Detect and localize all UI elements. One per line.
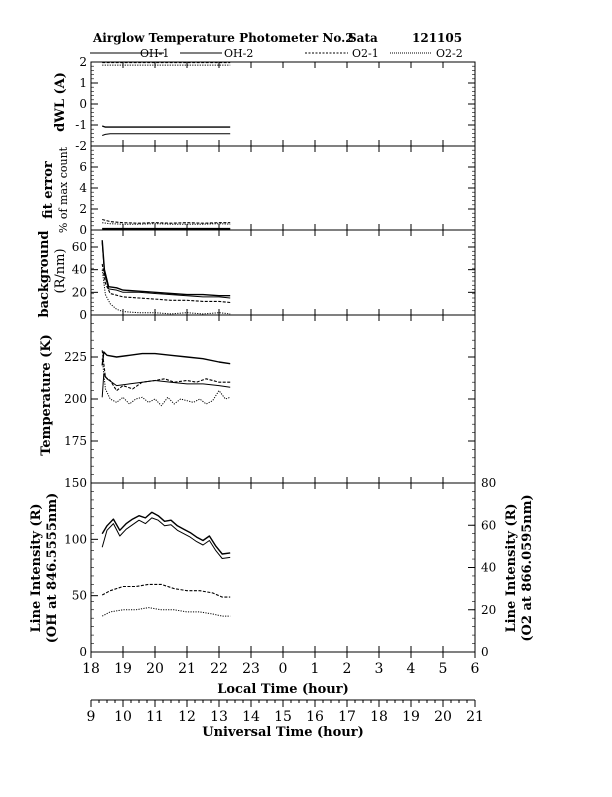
ytick-label-temperature: 175 bbox=[64, 434, 87, 448]
ytick-label-intensity: 0 bbox=[79, 645, 87, 659]
ylabel-background-2: (R/nm) bbox=[53, 248, 68, 293]
series-line-dwl-oh2 bbox=[102, 133, 231, 136]
panel-frame-intensity bbox=[90, 482, 476, 653]
series-line-intensity-o21 bbox=[101, 583, 231, 598]
panel-frame-background bbox=[90, 229, 476, 316]
series-line-intensity-oh1 bbox=[101, 511, 231, 555]
xtick-label-local-time: 20 bbox=[146, 661, 164, 677]
series-line-background-o21 bbox=[101, 263, 231, 304]
legend-label-o21: O2-1 bbox=[352, 47, 379, 60]
panel-frame-fit_error bbox=[90, 145, 476, 231]
xtick-label-local-time: 23 bbox=[242, 661, 260, 677]
ylabel-intensity-left-2: (OH at 846.5555nm) bbox=[45, 493, 60, 643]
xtick-label-universal-time: 17 bbox=[338, 709, 356, 725]
ylabel-intensity-right-2: (O2 at 866.0595nm) bbox=[520, 494, 535, 641]
series-line-background-o22 bbox=[101, 269, 231, 315]
ylabel-fit-error-1: fit error bbox=[41, 161, 56, 219]
series-line-background-oh2 bbox=[101, 242, 231, 299]
ytick-label-right-intensity: 20 bbox=[481, 603, 496, 617]
xtick-label-local-time: 1 bbox=[311, 661, 320, 677]
ytick-label-intensity: 100 bbox=[64, 532, 87, 546]
xlabel-local-time: Local Time (hour) bbox=[217, 682, 349, 697]
ytick-label-dwl: -2 bbox=[75, 139, 87, 153]
series-line-temperature-o22 bbox=[101, 358, 231, 407]
xtick-label-local-time: 3 bbox=[375, 661, 384, 677]
ylabel-intensity-left-1: Line Intensity (R) bbox=[29, 503, 44, 632]
ylabel-dwl: dWL (A) bbox=[53, 72, 68, 132]
series-line-temperature-oh1 bbox=[101, 351, 231, 366]
ytick-label-right-intensity: 60 bbox=[481, 518, 496, 532]
ytick-label-intensity: 150 bbox=[64, 476, 87, 490]
ylabel-temperature: Temperature (K) bbox=[39, 334, 54, 456]
series-line-temperature-oh2 bbox=[101, 373, 231, 398]
plot-layer: 210-1-2642060402002252001751501005008060… bbox=[64, 55, 496, 725]
ytick-label-background: 20 bbox=[72, 285, 87, 299]
series-line-fit_error-o22 bbox=[102, 222, 231, 225]
ytick-label-background: 40 bbox=[72, 263, 87, 277]
ytick-label-right-intensity: 80 bbox=[481, 476, 496, 490]
series-line-temperature-o21 bbox=[101, 350, 231, 392]
series-line-background-oh1 bbox=[101, 240, 231, 297]
series-line-dwl-oh1 bbox=[101, 125, 231, 128]
ytick-label-fit_error: 4 bbox=[79, 181, 87, 195]
xtick-label-local-time: 4 bbox=[407, 661, 416, 677]
xtick-label-universal-time: 18 bbox=[370, 709, 388, 725]
series-line-intensity-oh2 bbox=[101, 517, 231, 559]
ytick-label-dwl: 2 bbox=[79, 55, 87, 69]
ytick-label-background: 60 bbox=[72, 240, 87, 254]
chart-title: Airglow Temperature Photometer No.2 bbox=[92, 31, 354, 45]
ylabel-background-1: background bbox=[37, 230, 52, 317]
series-line-intensity-o22 bbox=[101, 607, 231, 617]
ytick-label-dwl: 1 bbox=[79, 76, 87, 90]
ytick-label-right-intensity: 0 bbox=[481, 645, 489, 659]
legend-label-o22: O2-2 bbox=[436, 47, 463, 60]
ytick-label-dwl: 0 bbox=[79, 97, 87, 111]
xtick-label-local-time: 0 bbox=[279, 661, 288, 677]
ytick-label-background: 0 bbox=[79, 308, 87, 322]
ytick-label-fit_error: 2 bbox=[79, 202, 87, 216]
ytick-label-right-intensity: 40 bbox=[481, 561, 496, 575]
legend-oh2: OH-2 bbox=[180, 47, 253, 60]
xtick-label-universal-time: 20 bbox=[434, 709, 452, 725]
xtick-label-universal-time: 16 bbox=[306, 709, 324, 725]
xtick-label-universal-time: 19 bbox=[402, 709, 420, 725]
panel-frame-temperature bbox=[90, 314, 476, 484]
legend-oh1: OH-1 bbox=[90, 47, 169, 60]
xtick-label-local-time: 21 bbox=[178, 661, 196, 677]
xtick-label-universal-time: 21 bbox=[466, 709, 484, 725]
xtick-label-local-time: 19 bbox=[114, 661, 132, 677]
legend-label-oh1: OH-1 bbox=[140, 47, 169, 60]
xtick-label-universal-time: 11 bbox=[146, 709, 164, 725]
xtick-label-universal-time: 9 bbox=[87, 709, 96, 725]
site-name: Sata bbox=[348, 31, 378, 45]
legend-label-oh2: OH-2 bbox=[224, 47, 253, 60]
xlabel-universal-time: Universal Time (hour) bbox=[202, 725, 364, 740]
date-code: 121105 bbox=[412, 31, 462, 45]
series-line-fit_error-o21 bbox=[102, 218, 231, 224]
ylabel-intensity-right-1: Line Intensity (R) bbox=[504, 503, 519, 632]
ytick-label-fit_error: 6 bbox=[79, 160, 87, 174]
ytick-label-temperature: 200 bbox=[64, 392, 87, 406]
xtick-label-local-time: 6 bbox=[471, 661, 480, 677]
xtick-label-universal-time: 12 bbox=[178, 709, 196, 725]
ytick-label-intensity: 50 bbox=[72, 589, 87, 603]
xtick-label-local-time: 5 bbox=[439, 661, 448, 677]
xtick-label-universal-time: 10 bbox=[114, 709, 132, 725]
xtick-label-universal-time: 13 bbox=[210, 709, 228, 725]
xtick-label-universal-time: 15 bbox=[274, 709, 292, 725]
xtick-label-local-time: 2 bbox=[343, 661, 352, 677]
legend-o21: O2-1 bbox=[305, 47, 379, 60]
xtick-label-universal-time: 14 bbox=[242, 709, 260, 725]
ytick-label-dwl: -1 bbox=[75, 118, 87, 132]
xtick-label-local-time: 18 bbox=[82, 661, 100, 677]
xtick-label-local-time: 22 bbox=[210, 661, 228, 677]
legend-o22: O2-2 bbox=[390, 47, 463, 60]
ytick-label-temperature: 225 bbox=[64, 350, 87, 364]
ytick-label-fit_error: 0 bbox=[79, 223, 87, 237]
ylabel-fit-error-2: % of max count bbox=[57, 146, 70, 233]
